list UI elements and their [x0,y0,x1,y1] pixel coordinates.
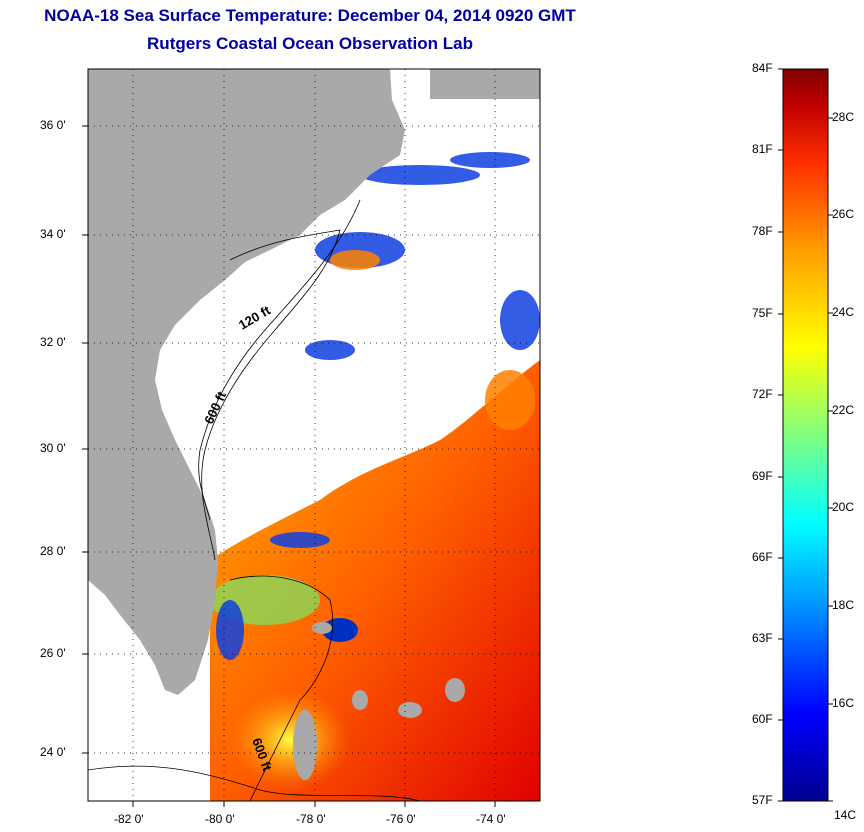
lat-tick-label: 36 0' [40,118,66,132]
lat-tick-label: 26 0' [40,646,66,660]
colorbar-c-label: 28C [832,110,855,124]
map-subtitle: Rutgers Coastal Ocean Observation Lab [147,34,473,53]
lon-tick-label: -82 0' [114,812,144,826]
colorbar-f-label: 57F [752,793,773,807]
colorbar-c-label: 20C [832,500,855,514]
graticule [88,69,540,801]
isobath-600ft [198,199,361,521]
lat-tick-label: 24 0' [40,745,66,759]
tick-marks [82,125,496,807]
colorbar-f-label: 84F [752,61,773,75]
colorbar-f-label: 72F [752,387,773,401]
warm-filaments-north [330,250,535,430]
lon-tick-label: -74 0' [476,812,506,826]
lon-tick-label: -78 0' [296,812,326,826]
colorbar-f-label: 66F [752,550,773,564]
colorbar-f-label: 60F [752,712,773,726]
lat-tick-label: 30 0' [40,441,66,455]
yellow-water [230,690,350,790]
colorbar-f-label: 75F [752,306,773,320]
lat-tick-label: 34 0' [40,227,66,241]
isobath-bahamas [229,575,334,801]
colorbar-c-label: 26C [832,207,855,221]
cool-water-patch [322,618,358,642]
land-mass [88,69,405,695]
colorbar [782,68,829,802]
land-northeast [430,69,540,99]
colorbar-f-label: 69F [752,469,773,483]
colorbar-c-label: 14C [834,808,857,822]
cold-filaments [176,152,540,660]
colorbar-c-label: 22C [832,403,855,417]
lon-tick-label: -80 0' [205,812,235,826]
colorbar-f-label: 63F [752,631,773,645]
isobath-south [88,765,421,801]
colorbar-c-label: 16C [832,696,855,710]
lon-tick-label: -76 0' [386,812,416,826]
colorbar-ticks [778,68,833,802]
map-frame [87,68,541,802]
lat-tick-label: 28 0' [40,544,66,558]
colorbar-f-label: 78F [752,224,773,238]
island-group [293,622,465,780]
colorbar-c-label: 18C [832,598,855,612]
isobath-120ft [201,229,341,561]
map-title: NOAA-18 Sea Surface Temperature: Decembe… [44,6,576,25]
colorbar-c-label: 24C [832,305,855,319]
lat-tick-label: 32 0' [40,335,66,349]
colorbar-f-label: 81F [752,142,773,156]
